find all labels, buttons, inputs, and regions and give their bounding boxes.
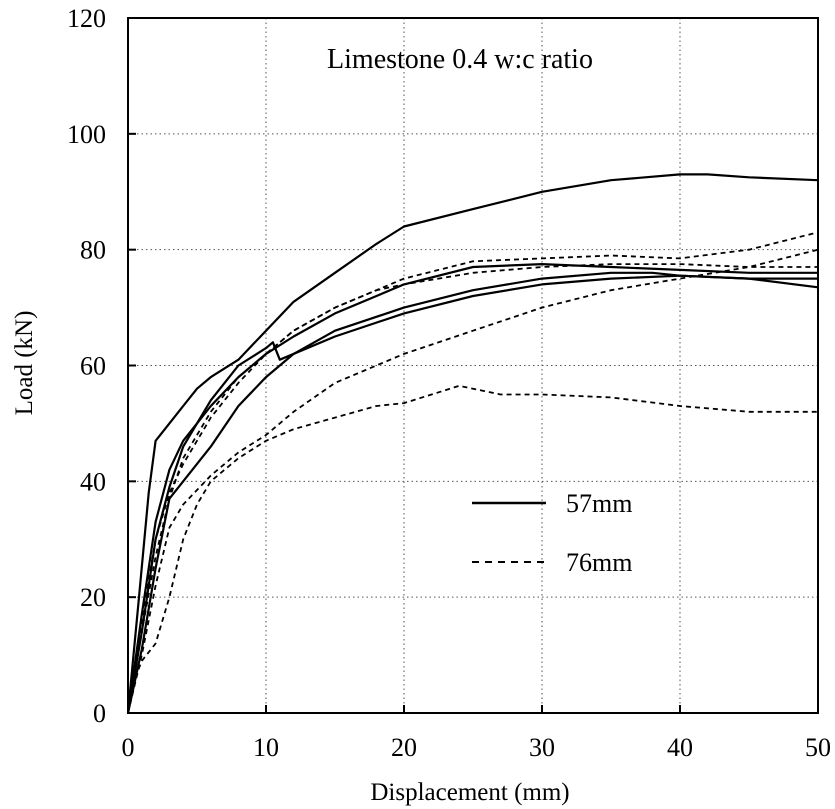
y-tick-label: 60 xyxy=(80,352,106,381)
x-tick-labels: 0 10 20 30 40 50 xyxy=(122,733,832,762)
legend-label-57mm: 57mm xyxy=(566,489,632,518)
x-tick-label: 50 xyxy=(805,733,831,762)
series-line-57mm-4 xyxy=(126,271,818,714)
y-tick-label: 20 xyxy=(80,583,106,612)
x-tick-label: 20 xyxy=(391,733,417,762)
grid-lines xyxy=(127,17,819,714)
chart-annotation: Limestone 0.4 w:c ratio xyxy=(327,44,593,75)
series-line-76mm-7 xyxy=(127,248,819,714)
series-line-57mm-1 xyxy=(126,173,819,714)
series-line-76mm-8 xyxy=(127,384,818,714)
x-tick-label: 0 xyxy=(122,733,135,762)
series-line-57mm-2 xyxy=(126,263,818,714)
y-tick-label: 100 xyxy=(67,120,106,149)
y-tick-label: 120 xyxy=(67,4,106,33)
y-tick-label: 40 xyxy=(80,467,106,496)
x-tick-label: 40 xyxy=(667,733,693,762)
x-axis-label: Displacement (mm) xyxy=(370,779,569,806)
series-line-76mm-6 xyxy=(127,263,818,714)
y-axis-label: Load (kN) xyxy=(11,311,38,416)
y-tick-label: 80 xyxy=(80,236,106,265)
legend-label-76mm: 76mm xyxy=(566,548,632,577)
legend: 57mm 76mm xyxy=(472,489,632,577)
plot-frame xyxy=(127,17,819,714)
y-tick-label: 0 xyxy=(93,699,106,728)
x-tick-label: 10 xyxy=(253,733,279,762)
y-tick-labels: 0 20 40 60 80 100 120 xyxy=(67,4,106,728)
x-tick-label: 30 xyxy=(529,733,555,762)
series-line-57mm-3 xyxy=(126,274,819,714)
data-series xyxy=(126,173,819,714)
series-line-76mm-5 xyxy=(127,231,819,714)
